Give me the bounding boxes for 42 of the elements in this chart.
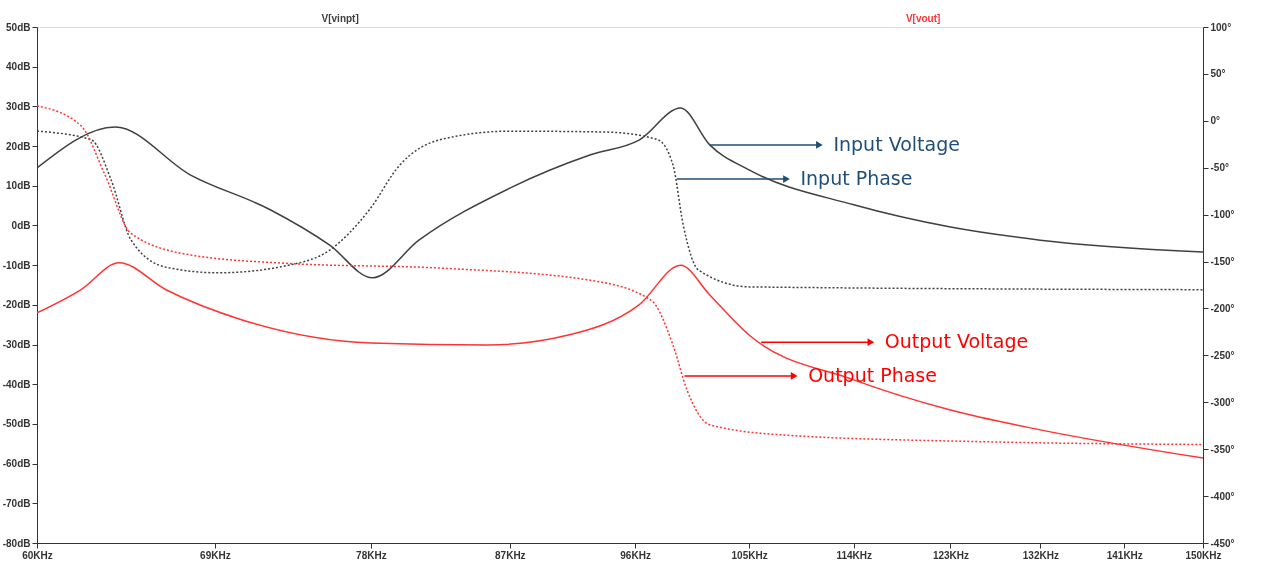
text: V[vout] [905,13,941,24]
y-tick-label: -40dB [2,378,31,390]
y-tick-label: -30dB [2,339,31,351]
annotation: Input Voltage [833,132,960,155]
y2-tick-label: -350° [1210,443,1235,455]
y2-tick-label: -100° [1210,209,1235,221]
x-tick-label: 60KHz [22,549,53,561]
y-tick-label: 10dB [6,180,31,192]
y-tick-label: -50dB [2,418,31,430]
y2-tick-label: -250° [1210,349,1235,361]
y-tick-label: -70dB [2,497,31,509]
x-tick-label: 114KHz [836,549,873,561]
y-tick-label: 0dB [11,219,31,231]
y2-tick-label: 50° [1210,68,1226,80]
y2-tick-label: -150° [1210,256,1235,268]
y2-tick-label: -450° [1210,537,1235,549]
y2-tick-label: -300° [1210,396,1235,408]
y-tick-label: 20dB [6,140,31,152]
y2-tick-label: 0° [1210,115,1221,127]
y-tick-label: 40dB [6,61,31,73]
text: V[vinpt] [321,13,359,24]
y2-tick-label: -200° [1210,302,1235,314]
y-tick-label: -20dB [2,299,31,311]
y-tick-label: -80dB [2,537,31,549]
y-tick-label: -60dB [2,458,31,470]
x-tick-label: 141KHz [1106,549,1143,561]
y2-tick-label: -400° [1210,490,1235,502]
x-tick-label: 69KHz [200,549,231,561]
x-tick-label: 78KHz [356,549,387,561]
y-tick-label: -10dB [2,259,31,271]
y2-tick-label: -50° [1210,162,1229,174]
y2-tick-label: 100° [1210,21,1232,33]
x-tick-label: 123KHz [932,549,970,561]
x-tick-label: 150KHz [1185,549,1222,561]
x-tick-label: 132KHz [1022,549,1059,561]
x-tick-label: 87KHz [495,549,526,561]
x-tick-label: 105KHz [731,549,768,561]
annotation: Input Phase [800,167,913,190]
y-tick-label: 30dB [6,100,31,112]
x-tick-label: 96KHz [620,549,651,561]
annotation: Output Voltage [884,330,1029,353]
y-tick-label: 50dB [6,21,31,33]
